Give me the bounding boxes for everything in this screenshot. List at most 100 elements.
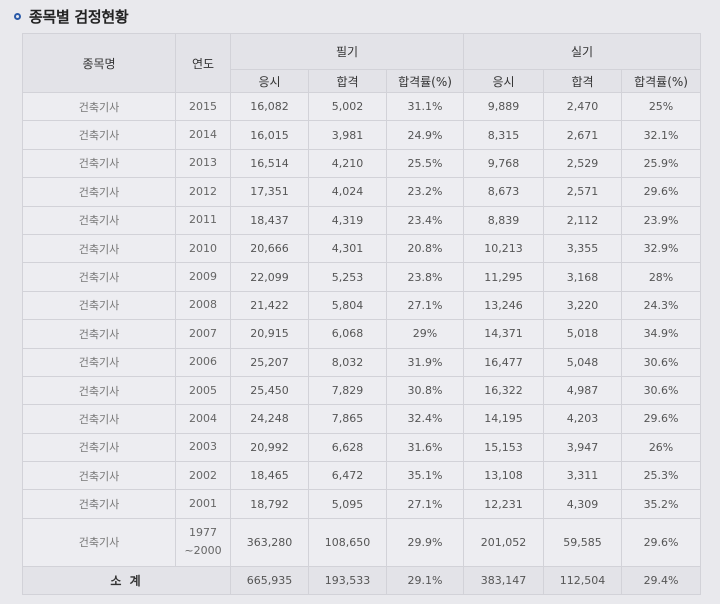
cell-value: 3,168: [543, 262, 623, 292]
cell-value: 32.4%: [385, 404, 465, 434]
cell-value: 28%: [621, 262, 702, 292]
cell-value: 25%: [621, 91, 702, 122]
cell-value: 20,915: [230, 319, 309, 349]
cell-value: 5,048: [543, 347, 623, 377]
year-range-start: 1977: [189, 526, 217, 540]
cell-value: 23.9%: [621, 205, 702, 235]
cell-value: 4,210: [308, 148, 387, 179]
cell-name: 건축기사: [22, 91, 176, 122]
cell-value: 9,889: [463, 91, 545, 122]
cell-value: 5,804: [308, 290, 387, 321]
cell-value: 24.3%: [621, 290, 702, 321]
cell-value: 4,203: [543, 404, 623, 434]
cell-value: 59,585: [543, 517, 623, 567]
section-title: 종목별 검정현황: [29, 7, 129, 26]
cell-value: 6,628: [308, 432, 387, 463]
cell-value: 3,981: [308, 120, 387, 150]
subheader-row: 응시 합격 합격률(%) 응시 합격 합격률(%): [23, 69, 702, 93]
cell-value: 23.2%: [385, 177, 465, 207]
subheader-cell: 응시: [230, 69, 309, 93]
table-row: 건축기사 2010 20,666 4,301 20.8% 10,213 3,355 32.9%: [22, 233, 702, 264]
cell-value: 8,839: [463, 205, 545, 235]
table-row: 건축기사 2008 21,422 5,804 27.1% 13,246 3,220 24.3%: [22, 290, 702, 321]
cell-value: 24.9%: [385, 120, 465, 150]
cell-name: 건축기사: [22, 120, 176, 150]
table-row-range: 건축기사 1977 ~2000 363,280 108,650 29.9% 201,052 5…: [22, 517, 702, 567]
cell-year: 2013: [175, 148, 231, 179]
cell-year: 2014: [175, 120, 231, 150]
year-range-end: ~2000: [184, 544, 222, 558]
cell-name: 건축기사: [22, 461, 176, 491]
total-value: 112,504: [543, 565, 623, 595]
cell-value: 4,301: [308, 233, 387, 264]
bullet-icon: [14, 12, 21, 20]
total-value: 383,147: [463, 565, 545, 595]
cell-value: 23.4%: [385, 205, 465, 235]
subheader-cell: 합격률(%): [621, 69, 702, 93]
cell-value: 14,371: [463, 319, 545, 349]
cell-value: 20.8%: [385, 233, 465, 264]
total-value: 29.4%: [621, 565, 702, 595]
cell-value: 31.9%: [385, 347, 465, 377]
table-body: 건축기사 2015 16,082 5,002 31.1% 9,889 2,470 25% 건축기…: [22, 91, 702, 595]
cell-year: 2007: [175, 319, 231, 349]
cell-value: 20,992: [230, 432, 309, 463]
total-value: 29.1%: [385, 565, 465, 595]
cell-value: 201,052: [463, 517, 545, 567]
cell-value: 2,529: [543, 148, 623, 179]
cell-value: 32.9%: [621, 233, 702, 264]
table-row-total: 소 계 665,935 193,533 29.1% 383,147 112,504 29.4…: [22, 565, 702, 595]
cell-value: 7,829: [308, 375, 387, 406]
cell-value: 9,768: [463, 148, 545, 179]
header-name: 종목명: [22, 33, 176, 93]
total-value: 193,533: [308, 565, 387, 595]
cell-value: 27.1%: [385, 489, 465, 519]
cell-name: 건축기사: [22, 347, 176, 377]
table-row: 건축기사 2009 22,099 5,253 23.8% 11,295 3,168 28%: [22, 262, 702, 292]
cell-value: 4,024: [308, 177, 387, 207]
table-row: 건축기사 2001 18,792 5,095 27.1% 12,231 4,309 35.2%: [22, 489, 702, 519]
cell-value: 8,315: [463, 120, 545, 150]
cell-value: 24,248: [230, 404, 309, 434]
cell-name: 건축기사: [22, 375, 176, 406]
cell-value: 8,673: [463, 177, 545, 207]
subheader-cell: 합격: [543, 69, 623, 93]
total-label: 소 계: [22, 565, 231, 595]
cell-value: 25,450: [230, 375, 309, 406]
cell-value: 35.2%: [621, 489, 702, 519]
cell-year: 2002: [175, 461, 231, 491]
cell-value: 23.8%: [385, 262, 465, 292]
header-practical: 실기: [463, 33, 702, 70]
table-row: 건축기사 2014 16,015 3,981 24.9% 8,315 2,671 32.1%: [22, 120, 702, 150]
cell-value: 27.1%: [385, 290, 465, 321]
cell-value: 6,068: [308, 319, 387, 349]
cell-year: 2004: [175, 404, 231, 434]
cell-year: 2010: [175, 233, 231, 264]
cell-year: 2003: [175, 432, 231, 463]
cell-value: 6,472: [308, 461, 387, 491]
cell-value: 16,015: [230, 120, 309, 150]
cell-value: 8,032: [308, 347, 387, 377]
cell-value: 17,351: [230, 177, 309, 207]
cell-value: 25.3%: [621, 461, 702, 491]
cell-year: 2008: [175, 290, 231, 321]
cell-value: 21,422: [230, 290, 309, 321]
cell-name: 건축기사: [22, 319, 176, 349]
cell-year: 2011: [175, 205, 231, 235]
cell-value: 15,153: [463, 432, 545, 463]
cell-value: 5,095: [308, 489, 387, 519]
cell-name: 건축기사: [22, 290, 176, 321]
table-row: 건축기사 2011 18,437 4,319 23.4% 8,839 2,112 23.9%: [22, 205, 702, 235]
cell-value: 5,253: [308, 262, 387, 292]
exam-stats-table: 종목명 연도 필기 실기 응시 합격 합격률(%) 응시 합격 합격률(%) 건축기사 20…: [22, 33, 702, 595]
cell-year: 2009: [175, 262, 231, 292]
cell-name: 건축기사: [22, 489, 176, 519]
cell-year: 2012: [175, 177, 231, 207]
subheader-cell: 합격: [308, 69, 387, 93]
cell-value: 5,002: [308, 91, 387, 122]
cell-year-range: 1977 ~2000: [175, 517, 231, 567]
cell-value: 16,514: [230, 148, 309, 179]
cell-value: 29.9%: [385, 517, 465, 567]
cell-value: 4,309: [543, 489, 623, 519]
